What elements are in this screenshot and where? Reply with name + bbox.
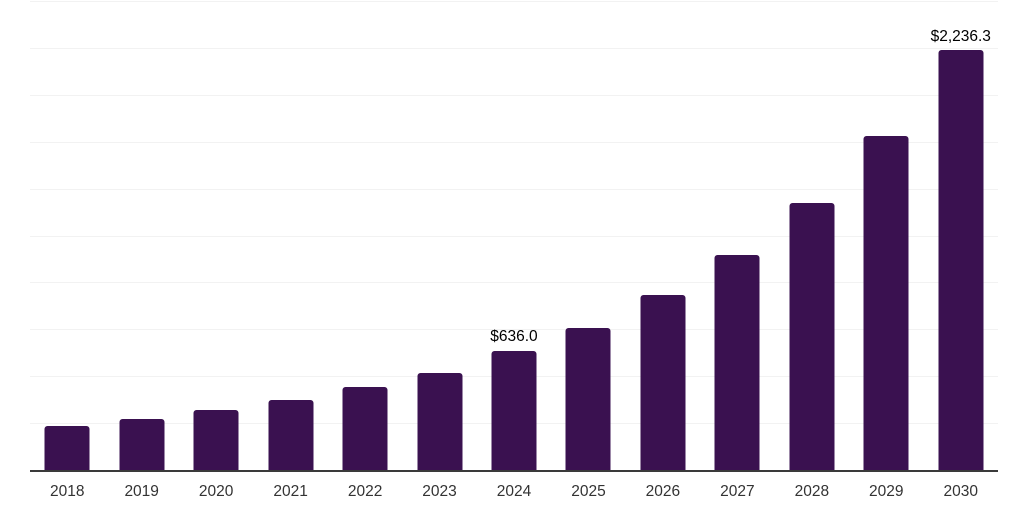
bar-slot-2025 — [551, 1, 625, 470]
bar-slot-2018 — [30, 1, 104, 470]
x-tick-label-2024: 2024 — [496, 483, 532, 500]
bar-slot-2020 — [179, 1, 253, 470]
bar-2023 — [417, 373, 463, 470]
gridline — [30, 94, 998, 96]
x-tick-label-2020: 2020 — [198, 483, 234, 500]
gridline — [30, 47, 998, 49]
bar-slot-2026 — [626, 1, 700, 470]
bar-2030 — [938, 50, 984, 470]
plot-area: $636.0 $2,236.3 — [30, 1, 998, 472]
bar-2024 — [491, 350, 537, 470]
bar-2025 — [565, 327, 611, 470]
bar-2029 — [863, 136, 909, 470]
x-tick-label-2022: 2022 — [347, 483, 383, 500]
gridline — [30, 329, 998, 331]
gridline — [30, 235, 998, 237]
x-tick-label-2025: 2025 — [571, 483, 606, 500]
x-tick-label-2029: 2029 — [869, 483, 904, 500]
bar-2020 — [193, 409, 239, 470]
x-tick-label-2027: 2027 — [720, 483, 755, 500]
bar-2019 — [119, 418, 165, 470]
gridline — [30, 1, 998, 2]
bar-slot-2027 — [700, 1, 774, 470]
bar-slot-2019 — [104, 1, 178, 470]
bar-2028 — [789, 203, 835, 470]
x-axis: 2018 2019 2020 2021 2022 2023 2024 2025 2026 2027… — [30, 480, 998, 504]
bar-value-label-2024: $636.0 — [490, 328, 538, 346]
x-tick-label-2030: 2030 — [943, 483, 978, 500]
gridline — [30, 141, 998, 143]
x-tick-label-2023: 2023 — [422, 483, 457, 500]
gridline — [30, 282, 998, 284]
x-tick-label-2018: 2018 — [49, 483, 85, 500]
bar-2027 — [714, 255, 760, 470]
bar-value-label-2030: $2,236.3 — [930, 27, 991, 45]
bar-2026 — [640, 294, 686, 470]
bar-slot-2030: $2,236.3 — [924, 1, 998, 470]
bar-slot-2028 — [775, 1, 849, 470]
bar-slot-2029 — [849, 1, 923, 470]
bar-2018 — [44, 426, 90, 470]
bar-slot-2023 — [402, 1, 476, 470]
bar-slot-2021 — [253, 1, 327, 470]
bar-2021 — [268, 400, 314, 470]
x-tick-label-2028: 2028 — [794, 483, 830, 500]
bar-slot-2024: $636.0 — [477, 1, 551, 470]
bar-slot-2022 — [328, 1, 402, 470]
x-tick-label-2026: 2026 — [645, 483, 681, 500]
x-tick-label-2021: 2021 — [273, 483, 308, 500]
gridline — [30, 188, 998, 190]
bar-2022 — [342, 387, 388, 470]
x-tick-label-2019: 2019 — [124, 483, 159, 500]
